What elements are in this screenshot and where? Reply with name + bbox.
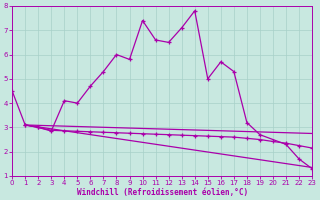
X-axis label: Windchill (Refroidissement éolien,°C): Windchill (Refroidissement éolien,°C)	[76, 188, 248, 197]
